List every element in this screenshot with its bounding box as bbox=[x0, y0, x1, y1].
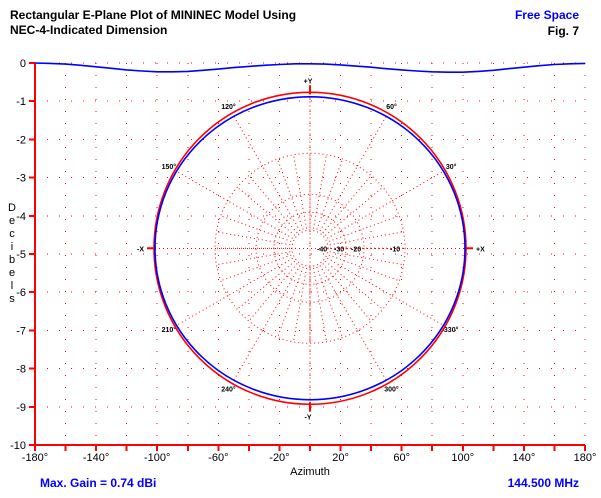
polar-spoke-fine bbox=[324, 260, 384, 310]
polar-spoke-fine bbox=[327, 257, 393, 297]
polar-axis-label-left: -X bbox=[137, 246, 144, 253]
tick-label: -60° bbox=[208, 452, 228, 464]
polar-angle-label: 30° bbox=[446, 163, 457, 171]
polar-spoke-fine bbox=[216, 231, 291, 246]
tick-label: 60° bbox=[393, 452, 410, 464]
tick-label: 0 bbox=[20, 58, 26, 70]
polar-spoke-fine bbox=[312, 267, 327, 342]
polar-spoke-fine bbox=[328, 254, 400, 282]
tick-label: -7 bbox=[16, 325, 26, 337]
polar-spoke bbox=[392, 295, 444, 326]
tick-label: -9 bbox=[16, 402, 26, 414]
tick-label: -5 bbox=[16, 249, 26, 261]
polar-spoke bbox=[392, 170, 444, 202]
frequency-readout: 144.500 MHz bbox=[507, 476, 579, 490]
tick-label: 180° bbox=[574, 452, 597, 464]
polar-spoke-fine bbox=[220, 215, 292, 242]
polar-spoke-fine bbox=[227, 257, 293, 297]
chart-title-line1: Rectangular E-Plane Plot of MININEC Mode… bbox=[10, 8, 297, 22]
polar-spoke-fine bbox=[316, 158, 343, 230]
polar-angle-label: 150° bbox=[162, 163, 177, 171]
tick-label: -3 bbox=[16, 173, 26, 185]
polar-spoke-fine bbox=[319, 165, 358, 232]
polar-angle-label: 300° bbox=[384, 385, 399, 393]
polar-db-label: -40 bbox=[317, 246, 327, 253]
polar-spoke bbox=[232, 330, 263, 382]
polar-ring bbox=[214, 152, 406, 344]
tick-label: -2 bbox=[16, 134, 26, 146]
polar-angle-label: 120° bbox=[221, 103, 236, 111]
polar-spoke-fine bbox=[316, 266, 343, 338]
polar-spoke-fine bbox=[322, 175, 372, 234]
polar-db-label: -10 bbox=[390, 246, 400, 253]
polar-angle-label: 60° bbox=[386, 103, 397, 111]
tick-label: -8 bbox=[16, 364, 26, 376]
tick-label: -140° bbox=[83, 452, 109, 464]
polar-spoke-fine bbox=[220, 254, 292, 282]
polar-spoke-fine bbox=[248, 175, 298, 234]
polar-spoke-fine bbox=[322, 263, 372, 322]
polar-axis-label-bottom: -Y bbox=[305, 414, 312, 421]
figure-number: Fig. 7 bbox=[547, 24, 579, 38]
tick-label: -180° bbox=[22, 452, 48, 464]
polar-spoke-fine bbox=[319, 265, 358, 331]
polar-spoke-fine bbox=[329, 251, 404, 266]
polar-angle-label: 210° bbox=[162, 326, 177, 334]
polar-ring bbox=[255, 193, 365, 303]
tick-label: -10 bbox=[10, 440, 26, 452]
polar-spoke-fine bbox=[227, 200, 293, 239]
polar-spoke-fine bbox=[293, 154, 308, 229]
polar-trace-mininec bbox=[153, 91, 467, 406]
tick-label: 20° bbox=[332, 452, 349, 464]
rect-trace-nec4 bbox=[34, 62, 586, 73]
polar-spoke-fine bbox=[324, 186, 384, 236]
polar-angle-label: 330° bbox=[444, 326, 459, 334]
polar-spoke-fine bbox=[329, 231, 404, 246]
polar-spoke bbox=[176, 295, 228, 326]
condition-label: Free Space bbox=[514, 8, 579, 22]
polar-db-label: -20 bbox=[351, 246, 361, 253]
polar-spoke bbox=[357, 330, 388, 382]
polar-spoke-fine bbox=[248, 263, 298, 322]
polar-spoke-fine bbox=[216, 251, 291, 266]
max-gain-readout: Max. Gain = 0.74 dBi bbox=[40, 476, 157, 490]
tick-label: 140° bbox=[513, 452, 536, 464]
x-axis-title: Azimuth bbox=[290, 466, 330, 478]
polar-spoke-fine bbox=[328, 215, 400, 242]
polar-spoke-fine bbox=[236, 186, 296, 236]
polar-spoke-fine bbox=[277, 158, 304, 230]
polar-spoke bbox=[357, 114, 388, 167]
polar-spoke bbox=[232, 114, 263, 167]
polar-spoke-fine bbox=[262, 265, 301, 331]
tick-label: -6 bbox=[16, 287, 26, 299]
tick-label: -100° bbox=[144, 452, 170, 464]
tick-label: -20° bbox=[269, 452, 289, 464]
polar-axis-label-right: +X bbox=[476, 246, 485, 253]
polar-spoke-fine bbox=[327, 200, 393, 239]
tick-label: -1 bbox=[16, 96, 26, 108]
polar-spoke-fine bbox=[277, 266, 304, 338]
polar-spoke-fine bbox=[312, 154, 327, 229]
polar-spoke-fine bbox=[236, 260, 296, 310]
polar-db-label: -30 bbox=[334, 246, 344, 253]
polar-spoke bbox=[176, 170, 228, 202]
polar-angle-label: 240° bbox=[221, 385, 236, 393]
polar-spoke-fine bbox=[293, 267, 308, 342]
polar-trace-nec4 bbox=[154, 95, 466, 401]
polar-spoke-fine bbox=[262, 165, 301, 232]
chart-title-line2: NEC-4-Indicated Dimension bbox=[10, 23, 168, 37]
tick-label: 100° bbox=[451, 452, 474, 464]
tick-label: -4 bbox=[16, 211, 26, 223]
polar-axis-label-top: +Y bbox=[304, 78, 313, 85]
